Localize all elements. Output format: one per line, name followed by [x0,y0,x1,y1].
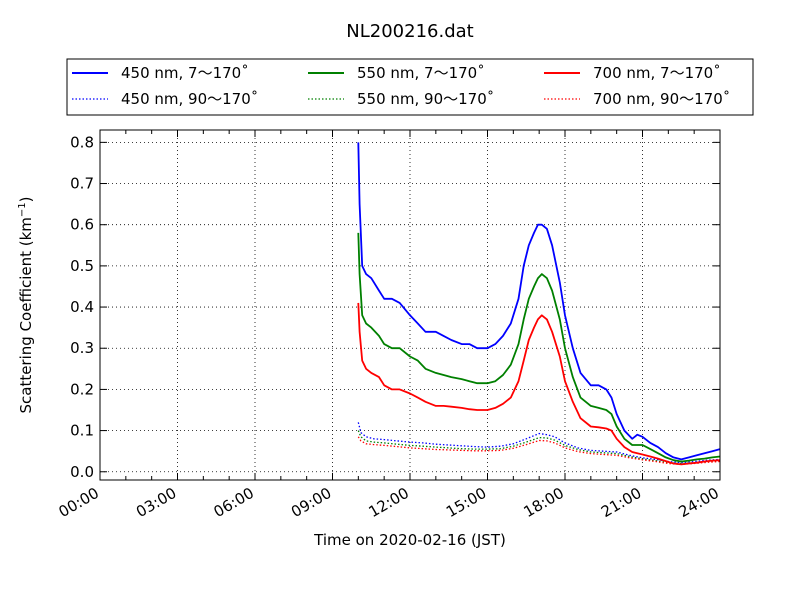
y-tick-label: 0.0 [70,463,94,481]
x-axis-label: Time on 2020-02-16 (JST) [313,531,506,549]
y-tick-label: 0.3 [70,339,94,357]
y-tick-label: 0.8 [70,133,94,151]
series-lines [357,142,721,466]
series-line-550-nm-90-170 [357,430,721,465]
legend-label: 700 nm, 90～170˚ [593,90,730,108]
y-axis-label: Scattering Coefficient (km−1) [17,196,35,413]
series-line-450-nm-90-170 [357,422,721,464]
y-tick-label: 0.2 [70,380,94,398]
y-tick-label: 0.1 [70,422,94,440]
legend-label: 550 nm, 90～170˚ [357,90,494,108]
chart-title: NL200216.dat [346,21,473,42]
grid-lines [100,130,720,480]
y-axis-label-superscript: −1 [17,202,28,217]
series-line-550-nm-7-170 [357,232,721,463]
legend-frame [66,58,754,116]
y-axis-label-main: Scattering Coefficient (km [17,217,35,413]
y-axis-label-close: ) [17,196,35,202]
legend-label: 550 nm, 7～170˚ [357,64,485,82]
y-tick-label: 0.7 [70,175,94,193]
legend-label: 450 nm, 7～170˚ [121,64,249,82]
y-tick-label: 0.5 [70,257,94,275]
series-line-450-nm-7-170 [357,142,721,461]
y-tick-label: 0.4 [70,298,94,316]
legend-label: 700 nm, 7～170˚ [593,64,721,82]
legend: 450 nm, 7～170˚ 550 nm, 7～170˚ 700 nm, 7～17… [66,58,754,116]
legend-label: 450 nm, 90～170˚ [121,90,258,108]
series-line-700-nm-90-170 [357,436,721,466]
series-line-700-nm-7-170 [357,302,721,466]
y-tick-label: 0.6 [70,216,94,234]
